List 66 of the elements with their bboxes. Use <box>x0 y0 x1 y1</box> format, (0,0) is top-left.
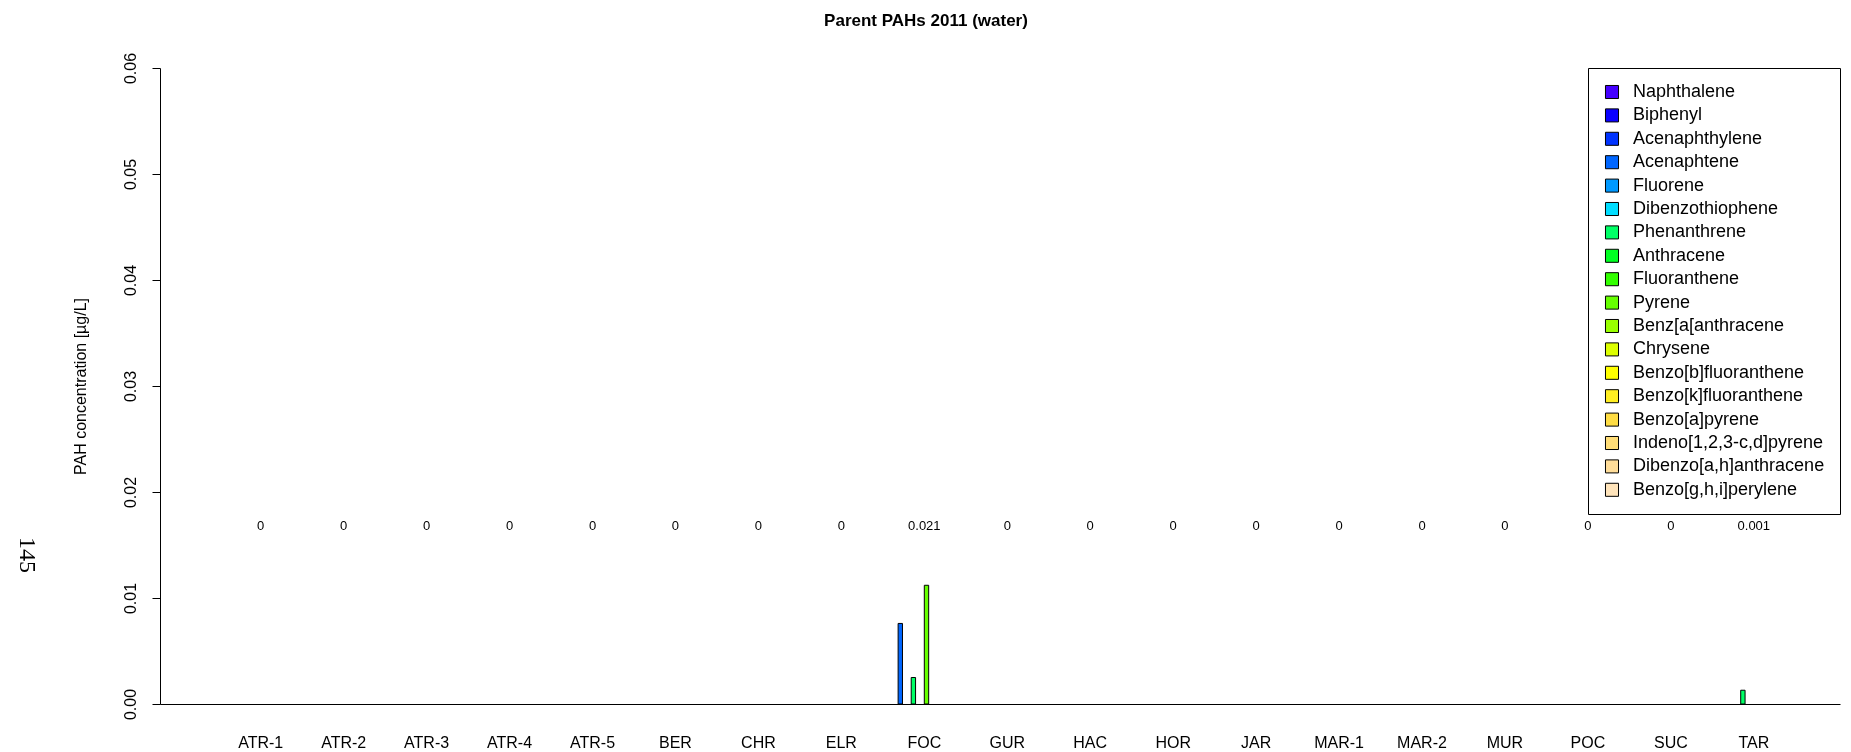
x-tick-label: MAR-2 <box>1397 733 1447 751</box>
legend-label: Acenaphthylene <box>1633 127 1763 148</box>
legend-label: Phenanthrene <box>1633 221 1747 242</box>
x-tick-label: MUR <box>1486 733 1524 751</box>
x-tick-label: SUC <box>1653 733 1688 751</box>
x-tick-label: HOR <box>1155 733 1191 751</box>
annotation: 0 <box>588 518 597 533</box>
annotation: 0 <box>754 518 763 533</box>
legend-label: Pyrene <box>1633 291 1691 312</box>
legend-label: Biphenyl <box>1633 104 1703 125</box>
x-tick-label: ATR-3 <box>404 733 450 751</box>
y-tick-label: 0.03 <box>121 370 139 403</box>
x-tick-label: JAR <box>1240 733 1272 751</box>
annotation: 0 <box>257 518 265 533</box>
annotation: 0 <box>1501 518 1509 533</box>
y-tick-label: 0.04 <box>121 264 139 297</box>
x-tick-label: POC <box>1570 733 1606 751</box>
legend-label: Dibenzothiophene <box>1633 198 1779 218</box>
annotation: 0 <box>505 518 514 533</box>
x-tick-label: HAC <box>1073 733 1108 751</box>
annotation: 0 <box>1252 518 1260 533</box>
legend-label: Fluorene <box>1633 174 1705 195</box>
x-tick-label: ATR-5 <box>569 733 616 751</box>
y-tick-label: 0.02 <box>121 476 139 509</box>
annotation: 0 <box>837 518 845 533</box>
annotation: 0 <box>1169 518 1177 533</box>
legend-label: Benzo[k]fluoranthene <box>1633 385 1804 406</box>
legend-label: Indeno[1,2,3-c,d]pyrene <box>1633 432 1824 452</box>
annotation: 0 <box>1667 518 1675 533</box>
annotation: 0 <box>340 518 348 533</box>
legend-label: Benz[a[anthracene <box>1633 315 1785 335</box>
legend-label: Benzo[a]pyrene <box>1633 408 1760 429</box>
x-tick-label: MAR-1 <box>1314 733 1365 751</box>
y-axis-title: PAH concentration [µg/L] <box>71 297 89 476</box>
annotation: 0 <box>1086 518 1094 533</box>
y-tick-label: 0.01 <box>121 582 139 615</box>
legend-label: Dibenzo[a,h]anthracene <box>1633 455 1825 476</box>
annotation: 0 <box>671 518 680 533</box>
annotation: 0 <box>1003 518 1011 533</box>
y-tick-label: 0.05 <box>121 158 139 191</box>
annotation: 0 <box>423 518 431 533</box>
x-tick-label: CHR <box>741 733 776 751</box>
text: 145 <box>15 537 41 573</box>
annotation: 0.001 <box>1737 518 1771 533</box>
legend-label: Acenaphtene <box>1633 151 1740 172</box>
annotation: 0.021 <box>908 518 941 533</box>
legend-label: Benzo[g,h,i]perylene <box>1633 478 1798 499</box>
x-tick-label: FOC <box>907 733 942 751</box>
x-tick-label: ATR-4 <box>487 733 533 751</box>
x-tick-label: ELR <box>825 733 857 751</box>
legend-label: Naphthalene <box>1633 81 1736 101</box>
y-tick-label: 0.00 <box>121 688 139 721</box>
annotation: 0 <box>1335 518 1343 533</box>
x-tick-label: TAR <box>1738 733 1770 751</box>
annotation: 0 <box>1418 518 1426 533</box>
chart-title: Parent PAHs 2011 (water) <box>824 11 1028 31</box>
y-tick-label: 0.06 <box>121 52 139 85</box>
legend-label: Anthracene <box>1633 244 1726 265</box>
legend-label: Benzo[b]fluoranthene <box>1633 361 1805 382</box>
x-tick-label: ATR-2 <box>321 733 367 751</box>
x-tick-label: BER <box>659 733 692 751</box>
annotation: 0 <box>1584 518 1592 533</box>
x-tick-label: ATR-1 <box>238 733 284 751</box>
legend-label: Chrysene <box>1633 338 1711 359</box>
legend-label: Fluoranthene <box>1633 268 1740 289</box>
x-tick-label: GUR <box>989 733 1026 751</box>
